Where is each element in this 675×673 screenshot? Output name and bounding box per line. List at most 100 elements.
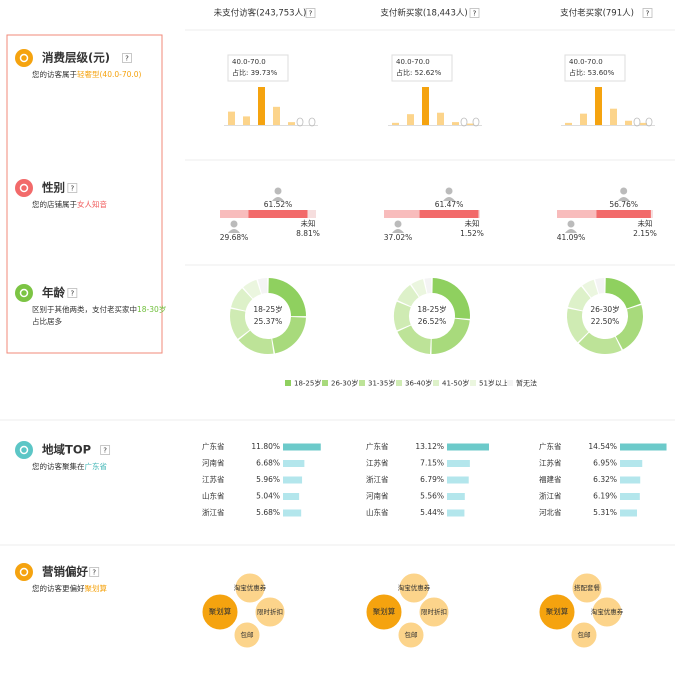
main-bubble [365,593,403,631]
section-desc: 您的访客更偏好聚划算 [32,583,107,593]
tooltip-share: 占比: 52.62% [396,68,442,77]
section-title: 营销偏好 [42,565,88,579]
region-bar [620,493,640,500]
gender-segment [384,210,420,218]
preference-label: 淘宝优惠券 [234,583,267,592]
main-bubble [201,593,239,631]
gender-segment [220,210,249,218]
legend-swatch[interactable] [285,380,291,386]
gender-segment [419,210,479,218]
column-header: 未支付访客(243,753人) [214,8,307,19]
coin-icon [296,117,304,127]
donut-slice [424,278,432,294]
histogram-bar [288,122,295,125]
help-icon[interactable] [122,53,132,63]
desc-text: 您的访客更偏好 [32,583,85,593]
donut-slice [257,278,268,294]
donut-slice [243,279,261,299]
desc-highlight: 轻奢型(40.0-70.0) [77,69,142,79]
histogram-bar [580,113,587,125]
help-icon[interactable] [642,8,653,18]
donut-slice [394,301,411,331]
legend-label[interactable]: 31-35岁 [368,379,395,388]
tooltip-range: 40.0-70.0 [232,58,266,66]
region-bar [447,443,489,451]
region-value: 6.68% [256,459,280,468]
female-label: 61.47% [435,200,464,209]
unknown-name: 未知 [465,218,480,228]
region-name: 江苏省 [539,458,562,468]
help-icon[interactable] [89,567,100,577]
region-name: 福建省 [539,474,562,484]
region-value: 7.15% [420,459,444,468]
legend-label[interactable]: 36-40岁 [405,379,432,388]
legend-swatch[interactable] [322,380,328,386]
coin-icon [460,117,468,127]
donut-slice [578,332,622,354]
desc-text: 您的店铺属于 [32,199,77,209]
female-icon [274,187,282,195]
region-value: 13.12% [415,442,444,451]
histogram-bar [640,122,647,125]
help-icon[interactable] [67,288,78,298]
tooltip-box [227,54,289,82]
region-name: 浙江省 [366,474,389,484]
tooltip-box [391,54,453,82]
region-bar [620,509,637,517]
donut-slice [268,278,306,317]
gender-segment [478,210,480,218]
histogram-bar [273,106,280,125]
legend-label[interactable]: 26-30岁 [331,379,358,388]
male-icon [392,229,404,233]
preference-label: 淘宝优惠券 [398,583,431,592]
legend-swatch[interactable] [470,380,476,386]
region-bar [283,443,321,451]
help-icon[interactable] [469,8,480,18]
section-desc: 占比居多 [32,316,62,326]
help-icon[interactable] [67,183,78,193]
histogram-bar [407,114,414,125]
help-icon[interactable] [305,8,316,18]
preference-label: 限时折扣 [257,607,283,616]
histogram-bar [258,87,265,125]
preference-bubble [418,596,450,628]
legend-label[interactable]: 51岁以上 [479,379,509,388]
help-icon-text: ? [473,10,477,18]
preference-bubble [233,621,261,649]
preference-bubble [397,621,425,649]
region-bar [620,443,667,451]
legend-label[interactable]: 18-25岁 [294,379,321,388]
histogram-bar [565,122,572,125]
histogram-bar [452,122,459,125]
female-label: 56.76% [609,200,638,209]
female-icon [445,187,453,195]
region-name: 江苏省 [366,458,389,468]
preference-bubble [571,572,603,604]
section-icon [15,563,33,581]
donut-slice [231,288,253,311]
section-title: 年龄 [42,286,65,300]
region-name: 山东省 [366,507,389,517]
donut-slice [431,318,470,355]
legend-swatch[interactable] [433,380,439,386]
region-bar [283,460,305,467]
desc-highlight: 女人知音 [77,199,107,209]
region-value: 6.79% [420,475,444,484]
section-desc: 您的访客聚集在广东省 [32,461,107,471]
legend-label[interactable]: 41-50岁 [442,379,469,388]
region-name: 广东省 [366,441,389,451]
donut-slice [595,278,605,294]
legend-swatch[interactable] [396,380,402,386]
help-icon-text: ? [125,55,129,63]
legend-swatch[interactable] [359,380,365,386]
region-value: 5.31% [593,508,617,517]
help-icon-text: ? [70,290,74,298]
histogram-bar [437,112,444,125]
region-name: 江苏省 [202,474,225,484]
selection-box [6,34,163,354]
legend-label[interactable]: 暂无法 [516,379,537,388]
legend-swatch[interactable] [507,380,513,386]
help-icon[interactable] [100,445,111,455]
region-bar [447,476,469,484]
region-name: 河南省 [202,458,225,468]
